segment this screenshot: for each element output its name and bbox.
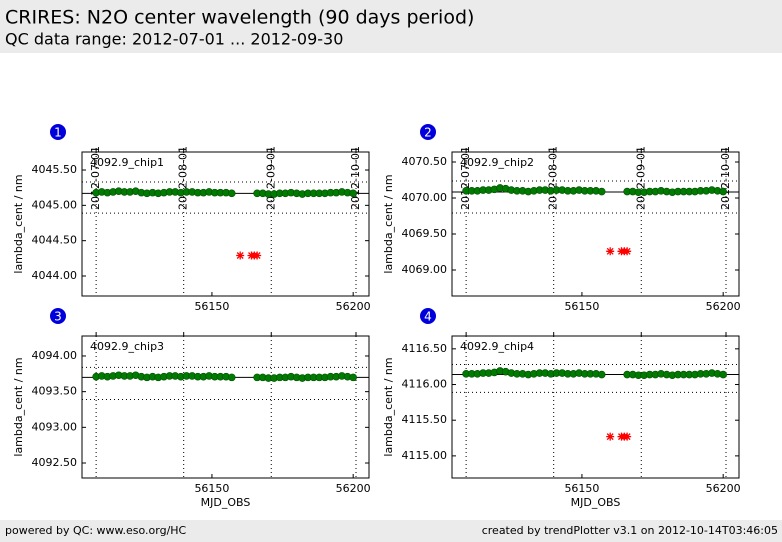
y-tick-label: 4070.50	[402, 155, 448, 168]
plot-area	[451, 151, 740, 297]
x-axis-label: MJD_OBS	[571, 496, 621, 509]
x-tick-label: 56200	[706, 300, 741, 313]
y-axis-label: lambda_cent / nm	[382, 357, 395, 456]
panel-number: 2	[424, 126, 432, 140]
y-tick-label: 4045.50	[32, 163, 78, 176]
panel-badge	[420, 308, 436, 324]
outlier-point	[623, 247, 632, 256]
plot-area	[81, 335, 370, 479]
y-tick-label: 4069.00	[402, 263, 448, 276]
y-tick-label: 4069.50	[402, 227, 448, 240]
x-tick-label: 56200	[706, 482, 741, 495]
x-axis-label: MJD_OBS	[201, 496, 251, 509]
data-point	[719, 370, 727, 379]
y-tick-label: 4044.00	[32, 269, 78, 282]
x2-tick-label: 2012-10-01	[719, 146, 732, 210]
footer-right: created by trendPlotter v3.1 on 2012-10-…	[482, 524, 778, 537]
data-point	[227, 373, 236, 382]
panel-badge	[50, 308, 66, 324]
y-axis-label: lambda_cent / nm	[12, 174, 25, 273]
panel-number: 4	[424, 310, 432, 324]
x2-tick-label: 2012-09-01	[634, 146, 647, 210]
x2-tick-label: 2012-08-01	[177, 146, 190, 210]
plot-area	[451, 335, 740, 479]
x2-tick-label: 2012-10-01	[349, 146, 362, 210]
data-point	[227, 189, 236, 198]
page-subtitle: QC data range: 2012-07-01 ... 2012-09-30	[5, 30, 343, 49]
panel-number: 3	[54, 310, 62, 324]
panel-number: 1	[54, 126, 62, 140]
data-point	[349, 373, 357, 382]
outlier-point	[253, 251, 262, 260]
y-tick-label: 4115.50	[402, 413, 448, 426]
data-point	[597, 370, 606, 379]
outlier-point	[236, 251, 245, 260]
outlier-point	[623, 432, 632, 441]
panel-badge	[50, 124, 66, 140]
panel-label: 4092.9_chip3	[90, 340, 164, 353]
x2-tick-label: 2012-09-01	[264, 146, 277, 210]
panel-label: 4092.9_chip2	[460, 156, 534, 169]
x2-tick-label: 2012-07-01	[459, 146, 472, 210]
footer-left: powered by QC: www.eso.org/HC	[5, 524, 187, 537]
y-axis-label: lambda_cent / nm	[382, 174, 395, 273]
y-tick-label: 4116.00	[402, 378, 448, 391]
data-point	[719, 187, 727, 196]
y-axis-label: lambda_cent / nm	[12, 357, 25, 456]
x-tick-label: 56150	[564, 300, 599, 313]
x-tick-label: 56200	[336, 300, 371, 313]
y-tick-label: 4094.00	[32, 349, 78, 362]
outlier-point	[606, 432, 615, 441]
panel-label: 4092.9_chip1	[90, 156, 164, 169]
data-point	[597, 187, 606, 196]
data-point	[349, 189, 357, 198]
y-tick-label: 4092.50	[32, 456, 78, 469]
plot-area	[81, 151, 370, 297]
y-tick-label: 4116.50	[402, 342, 448, 355]
panel-label: 4092.9_chip4	[460, 340, 534, 353]
header-band	[0, 0, 782, 53]
panel-badge	[420, 124, 436, 140]
page-title: CRIRES: N2O center wavelength (90 days p…	[5, 7, 474, 29]
y-tick-label: 4093.50	[32, 385, 78, 398]
x-tick-label: 56200	[336, 482, 371, 495]
x2-tick-label: 2012-08-01	[547, 146, 560, 210]
footer-band	[0, 520, 782, 542]
y-tick-label: 4070.00	[402, 191, 448, 204]
x-tick-label: 56150	[194, 482, 229, 495]
x-tick-label: 56150	[564, 482, 599, 495]
y-tick-label: 4044.50	[32, 234, 78, 247]
y-tick-label: 4115.00	[402, 449, 448, 462]
y-tick-label: 4045.00	[32, 198, 78, 211]
x-tick-label: 56150	[194, 300, 229, 313]
y-tick-label: 4093.00	[32, 420, 78, 433]
outlier-point	[606, 247, 615, 256]
